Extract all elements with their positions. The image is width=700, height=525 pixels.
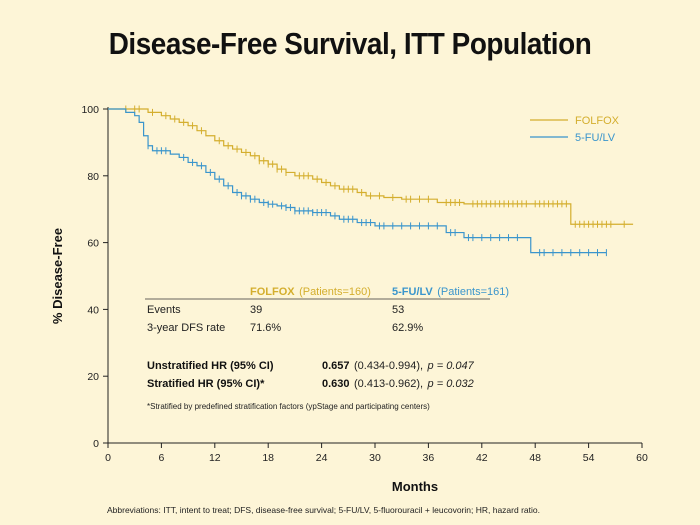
row-events-label: Events xyxy=(147,304,181,316)
x-tick-label: 0 xyxy=(105,452,111,464)
page-title: Disease-Free Survival, ITT Population xyxy=(108,26,592,61)
fulv-patients: (Patients=161) xyxy=(437,286,509,298)
summary-table: FOLFOX (Patients=160) 5-FU/LV (Patients=… xyxy=(145,282,509,411)
row-events-fulv: 53 xyxy=(392,304,404,316)
fulv-header: 5-FU/LV xyxy=(392,286,433,298)
table-header-fulv: 5-FU/LV (Patients=161) xyxy=(392,282,509,299)
y-tick-label: 40 xyxy=(87,304,99,316)
unstratified-ci: (0.434-0.994), xyxy=(354,360,423,372)
row-dfs-fulv: 62.9% xyxy=(392,322,423,334)
folfox-header: FOLFOX xyxy=(250,286,295,298)
unstratified-label: Unstratified HR (95% CI) xyxy=(147,360,274,372)
folfox-patients: (Patients=160) xyxy=(299,286,371,298)
row-events-folfox: 39 xyxy=(250,304,262,316)
legend-label-fulv: 5-FU/LV xyxy=(575,132,616,144)
x-tick-label: 30 xyxy=(369,452,381,464)
x-tick-label: 6 xyxy=(158,452,164,464)
chart-axes: 0 6 12 18 24 30 36 42 48 54 60 0 20 40 60 80 100 Months % … xyxy=(50,104,648,494)
y-tick-label: 80 xyxy=(87,171,99,183)
stratified-ci: (0.413-0.962), xyxy=(354,378,423,390)
stratified-result: 0.630 (0.413-0.962), p = 0.032 xyxy=(322,374,474,391)
table-header-folfox: FOLFOX (Patients=160) xyxy=(250,282,371,299)
y-tick-label: 0 xyxy=(93,438,99,450)
x-tick-label: 54 xyxy=(583,452,595,464)
legend: FOLFOX 5-FU/LV xyxy=(530,115,620,144)
x-tick-label: 12 xyxy=(209,452,221,464)
series-line-5-fu-lv xyxy=(108,108,607,254)
y-tick-label: 20 xyxy=(87,371,99,383)
series-folfox xyxy=(108,105,634,228)
y-axis-title: % Disease-Free xyxy=(50,228,65,324)
row-dfs-label: 3-year DFS rate xyxy=(147,322,225,334)
chart-series xyxy=(108,105,634,257)
unstratified-result: 0.657 (0.434-0.994), p = 0.047 xyxy=(322,356,475,373)
stratification-note: *Stratified by predefined stratification… xyxy=(147,402,430,411)
stratified-p: p = 0.032 xyxy=(427,378,474,390)
x-tick-label: 48 xyxy=(529,452,541,464)
unstratified-p: p = 0.047 xyxy=(427,360,475,372)
y-tick-label: 100 xyxy=(81,104,99,116)
stratified-value: 0.630 xyxy=(322,378,350,390)
unstratified-value: 0.657 xyxy=(322,360,350,372)
abbreviations-footnote: Abbreviations: ITT, intent to treat; DFS… xyxy=(107,505,540,515)
series-5-fu-lv xyxy=(108,108,607,257)
x-tick-label: 18 xyxy=(262,452,274,464)
x-tick-label: 24 xyxy=(316,452,328,464)
y-tick-label: 60 xyxy=(87,238,99,250)
series-line-folfox xyxy=(108,108,634,225)
x-tick-label: 60 xyxy=(636,452,648,464)
row-dfs-folfox: 71.6% xyxy=(250,322,281,334)
x-tick-label: 36 xyxy=(423,452,435,464)
legend-label-folfox: FOLFOX xyxy=(575,115,620,127)
x-tick-label: 42 xyxy=(476,452,488,464)
x-axis-title: Months xyxy=(392,479,438,494)
stratified-label: Stratified HR (95% CI)* xyxy=(147,378,265,390)
